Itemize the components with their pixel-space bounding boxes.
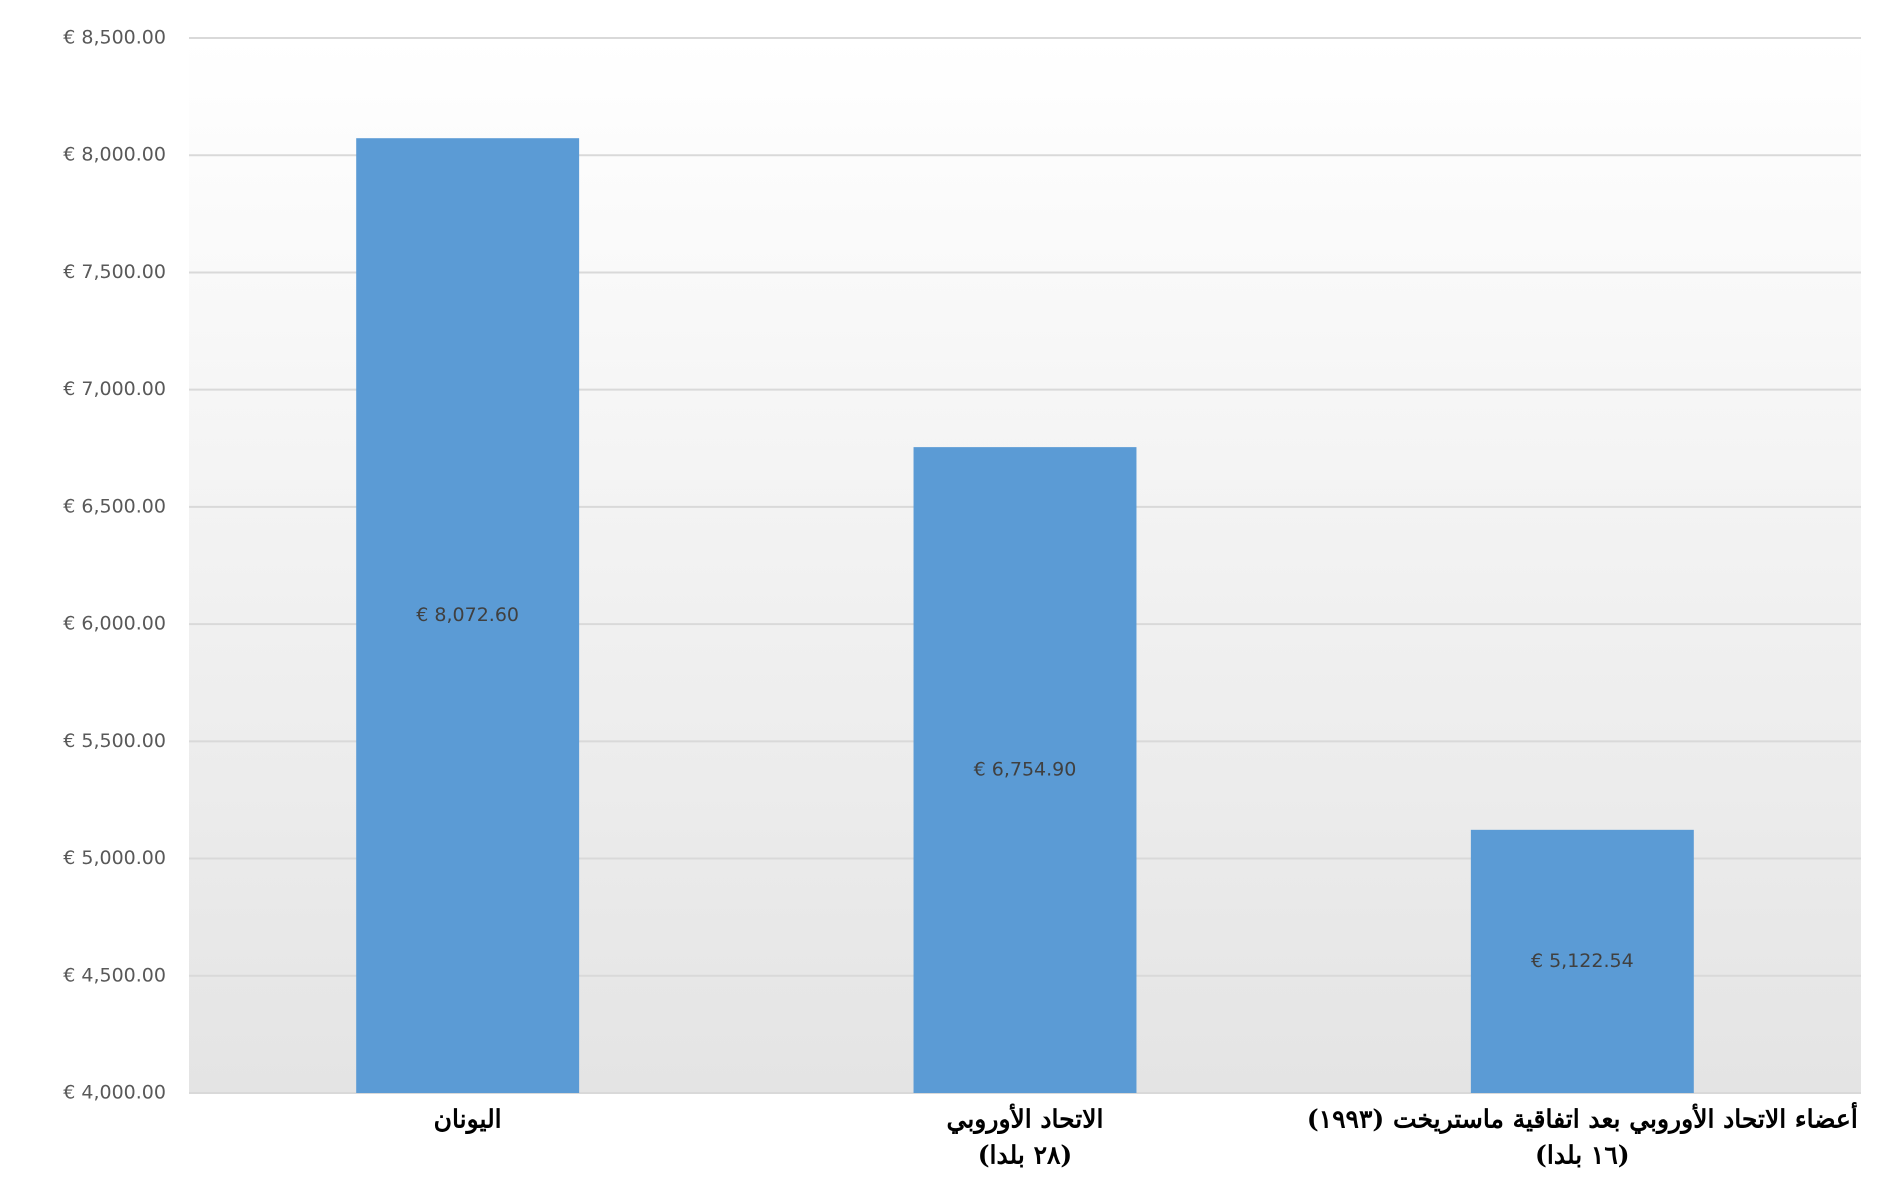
x-tick-label: أعضاء الاتحاد الأوروبي بعد اتفاقية ماستر… <box>1307 1101 1858 1135</box>
data-label: € 8,072.60 <box>416 604 519 626</box>
y-tick-label: € 4,500.00 <box>63 964 166 986</box>
bar <box>913 447 1137 1093</box>
y-tick-label: € 5,500.00 <box>63 730 166 752</box>
y-tick-label: € 6,000.00 <box>63 613 166 635</box>
bar <box>356 138 580 1094</box>
x-tick-label: (١٦ بلدا) <box>1535 1141 1630 1170</box>
y-tick-label: € 8,000.00 <box>63 144 166 166</box>
x-tick-label: اليونان <box>434 1105 502 1135</box>
y-tick-label: € 7,000.00 <box>63 378 166 400</box>
y-tick-label: € 8,500.00 <box>63 27 166 49</box>
y-tick-label: € 6,500.00 <box>63 495 166 517</box>
data-label: € 6,754.90 <box>974 759 1077 781</box>
y-tick-label: € 5,000.00 <box>63 847 166 869</box>
x-tick-label: الاتحاد الأوروبي <box>947 1102 1104 1135</box>
y-tick-label: € 7,500.00 <box>63 261 166 283</box>
x-tick-label: (٢٨ بلدا) <box>978 1141 1073 1170</box>
bar <box>1470 829 1694 1093</box>
data-label: € 5,122.54 <box>1531 950 1634 972</box>
y-tick-label: € 4,000.00 <box>63 1082 166 1104</box>
